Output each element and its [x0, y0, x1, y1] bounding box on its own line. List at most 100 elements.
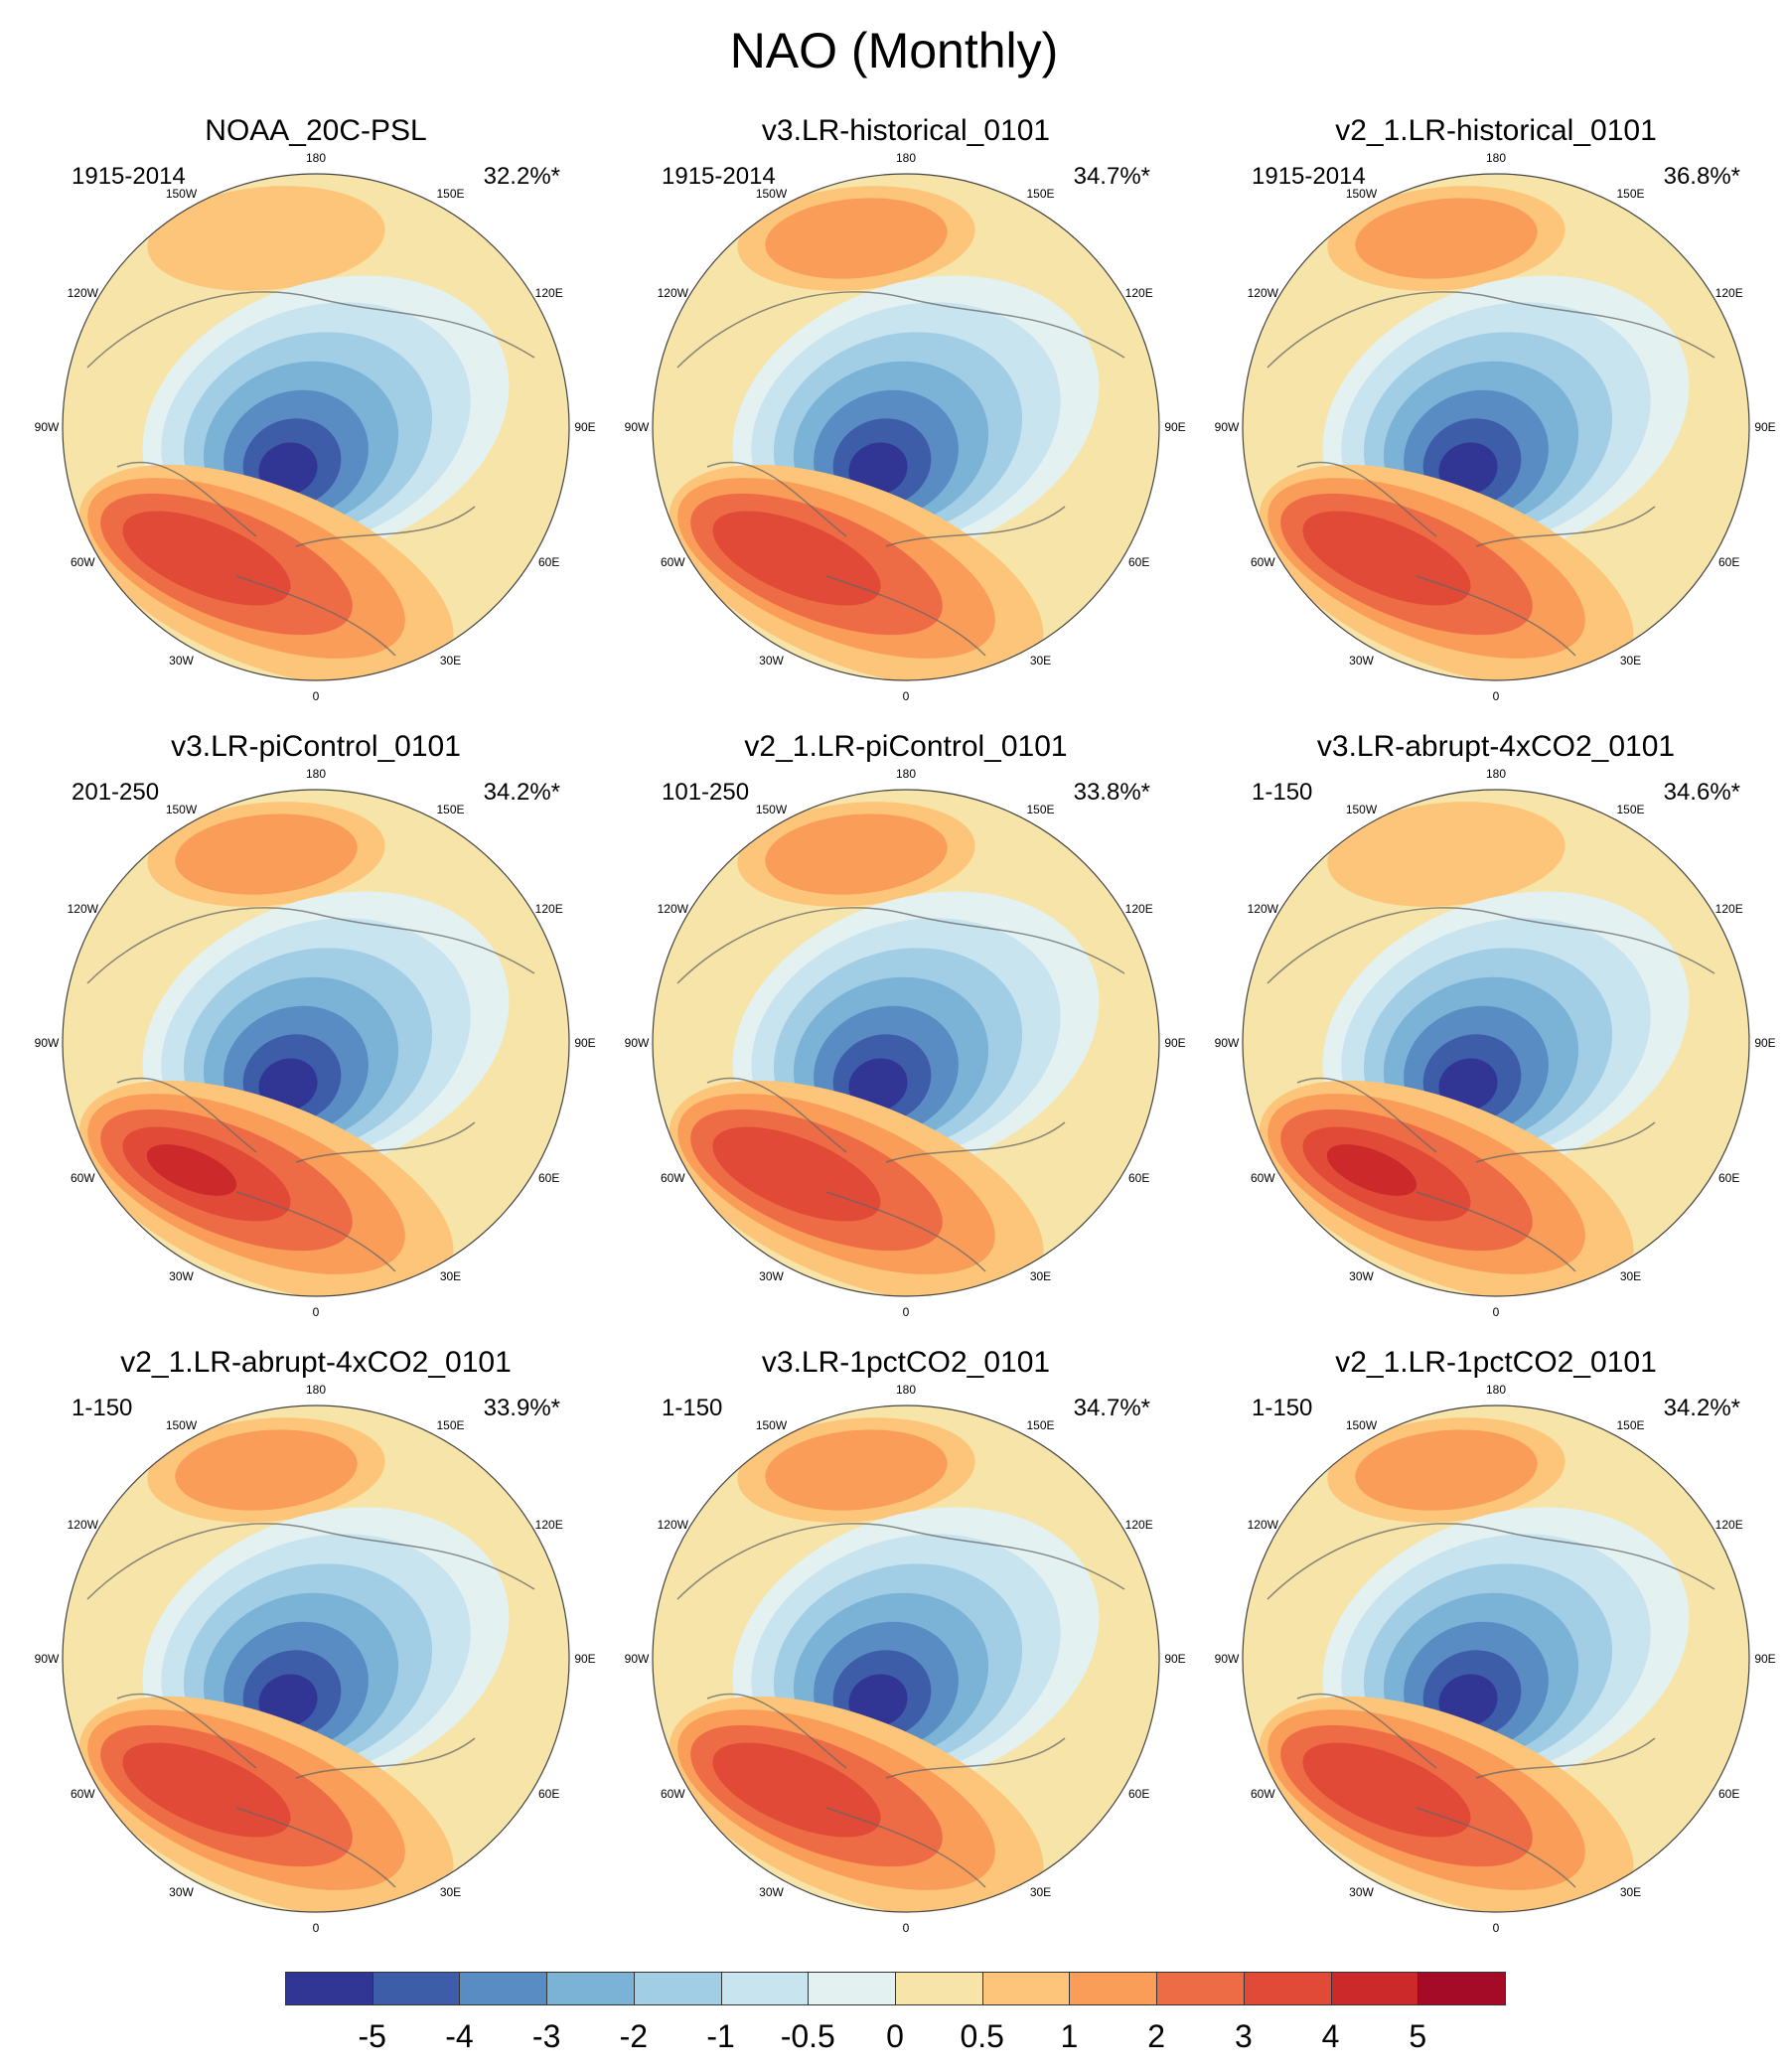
longitude-label: 30E	[1619, 1884, 1642, 1899]
longitude-label: 60W	[660, 1170, 685, 1185]
longitude-label: 120E	[1714, 285, 1743, 300]
arctic-low-contour	[848, 1674, 908, 1727]
longitude-label: 90W	[624, 1036, 650, 1050]
pacific-high-contour	[765, 198, 948, 279]
longitude-label: 120W	[1247, 1517, 1278, 1532]
azores-high-contour	[712, 511, 881, 606]
longitude-label: 90E	[1754, 1652, 1776, 1666]
longitude-label: 30E	[1619, 1268, 1642, 1283]
colorbar-box	[808, 1972, 896, 2005]
azores-high-contour	[712, 1742, 881, 1838]
arctic-low-contour	[848, 1058, 908, 1111]
longitude-label: 120W	[67, 901, 98, 916]
longitude-label: 30E	[1619, 653, 1642, 667]
longitude-label: 90W	[34, 1652, 60, 1666]
longitude-label: 180	[895, 1383, 917, 1397]
pacific-high-contour	[1355, 1429, 1538, 1511]
map-border	[652, 173, 1160, 681]
coastline	[1266, 907, 1715, 1272]
longitude-label: 90E	[574, 1036, 596, 1050]
longitude-label: 60W	[70, 1786, 95, 1801]
pacific-high-contour	[1355, 198, 1538, 279]
longitude-label: 150E	[1616, 187, 1645, 202]
polar-map	[62, 789, 570, 1297]
colorbar	[285, 1972, 1506, 2007]
longitude-label: 120W	[657, 901, 688, 916]
longitude-label: 120E	[1714, 901, 1743, 916]
longitude-label: 90E	[1164, 1652, 1186, 1666]
colorbar-box	[285, 1972, 373, 2005]
longitude-label: 90E	[1754, 1036, 1776, 1050]
longitude-label: 180	[305, 767, 327, 781]
longitude-label: 30W	[759, 1884, 784, 1899]
longitude-label: 30W	[169, 1884, 194, 1899]
longitude-label: 60E	[1718, 554, 1740, 569]
longitude-label: 90W	[1214, 1652, 1240, 1666]
longitude-label: 60W	[660, 554, 685, 569]
panel-variance: 33.9%*	[483, 1395, 560, 1421]
panel-variance: 34.2%*	[1663, 1395, 1740, 1421]
longitude-label: 90E	[574, 420, 596, 434]
map-panel: v3.LR-1pctCO2_0101 1-150 34.7%* 180 150E 120E…	[608, 1343, 1204, 1959]
azores-high-contour	[122, 511, 291, 606]
longitude-label: 150W	[165, 1418, 198, 1433]
longitude-label: 150E	[1026, 187, 1055, 202]
map-panel: v2_1.LR-historical_0101 1915-2014 36.8%* 18…	[1198, 111, 1788, 727]
coastline	[676, 907, 1125, 1272]
longitude-label: 180	[305, 1383, 327, 1397]
colorbar-tick-label: 0	[886, 2018, 904, 2054]
field-contours	[63, 790, 569, 1296]
pacific-high-contour	[175, 1429, 358, 1511]
polar-map	[1242, 789, 1750, 1297]
coastline	[1266, 291, 1715, 657]
longitude-label: 150E	[1616, 803, 1645, 817]
map-panel: v2_1.LR-abrupt-4xCO2_0101 1-150 33.9%* 180 1…	[18, 1343, 614, 1959]
map-panel: v3.LR-piControl_0101 201-250 34.2%* 180 150E…	[18, 727, 614, 1343]
longitude-label: 120E	[1124, 285, 1153, 300]
longitude-label: 30W	[759, 653, 784, 667]
longitude-label: 0	[902, 1305, 910, 1319]
longitude-label: 60W	[70, 1170, 95, 1185]
longitude-label: 180	[895, 151, 917, 165]
longitude-label: 60E	[1128, 1786, 1150, 1801]
map-panel: v2_1.LR-1pctCO2_0101 1-150 34.2%* 180 150E 12…	[1198, 1343, 1788, 1959]
colorbar-tick-label: 2	[1147, 2018, 1166, 2054]
longitude-label: 30W	[169, 653, 194, 667]
field-contours	[1243, 790, 1749, 1296]
field-contours	[653, 174, 1159, 680]
longitude-label: 120E	[534, 285, 563, 300]
polar-map	[652, 789, 1160, 1297]
longitude-label: 120E	[1124, 1517, 1153, 1532]
pacific-high-contour	[1327, 802, 1565, 907]
panel-title: v2_1.LR-historical_0101	[1335, 114, 1657, 147]
arctic-low-contour	[1438, 1674, 1498, 1727]
panel-title: NOAA_20C-PSL	[205, 114, 427, 147]
longitude-label: 0	[902, 1921, 910, 1935]
colorbar-box	[720, 1972, 810, 2005]
colorbar-box	[981, 1972, 1071, 2005]
longitude-label: 30W	[1349, 1884, 1374, 1899]
longitude-label: 150E	[1616, 1418, 1645, 1433]
longitude-label: 150E	[436, 1418, 465, 1433]
polar-map	[1242, 173, 1750, 681]
longitude-label: 90E	[1754, 420, 1776, 434]
field-contours	[1243, 174, 1749, 680]
longitude-label: 60E	[538, 1786, 560, 1801]
arctic-low-contour	[258, 1058, 318, 1111]
field-contours	[63, 1406, 569, 1912]
colorbar-box	[1243, 1972, 1332, 2005]
map-border	[62, 1405, 570, 1913]
polar-map	[652, 1405, 1160, 1913]
pacific-high-contour	[175, 814, 358, 895]
longitude-label: 30E	[439, 1884, 462, 1899]
longitude-label: 60E	[538, 554, 560, 569]
panel-variance: 33.8%*	[1073, 779, 1150, 806]
polar-map	[62, 1405, 570, 1913]
colorbar-tick-label: -1	[706, 2018, 735, 2054]
longitude-label: 150E	[436, 187, 465, 202]
panel-title: v2_1.LR-piControl_0101	[744, 730, 1068, 763]
longitude-label: 180	[1485, 151, 1507, 165]
pacific-high-contour	[147, 186, 385, 291]
longitude-label: 60W	[660, 1786, 685, 1801]
longitude-label: 150E	[436, 803, 465, 817]
